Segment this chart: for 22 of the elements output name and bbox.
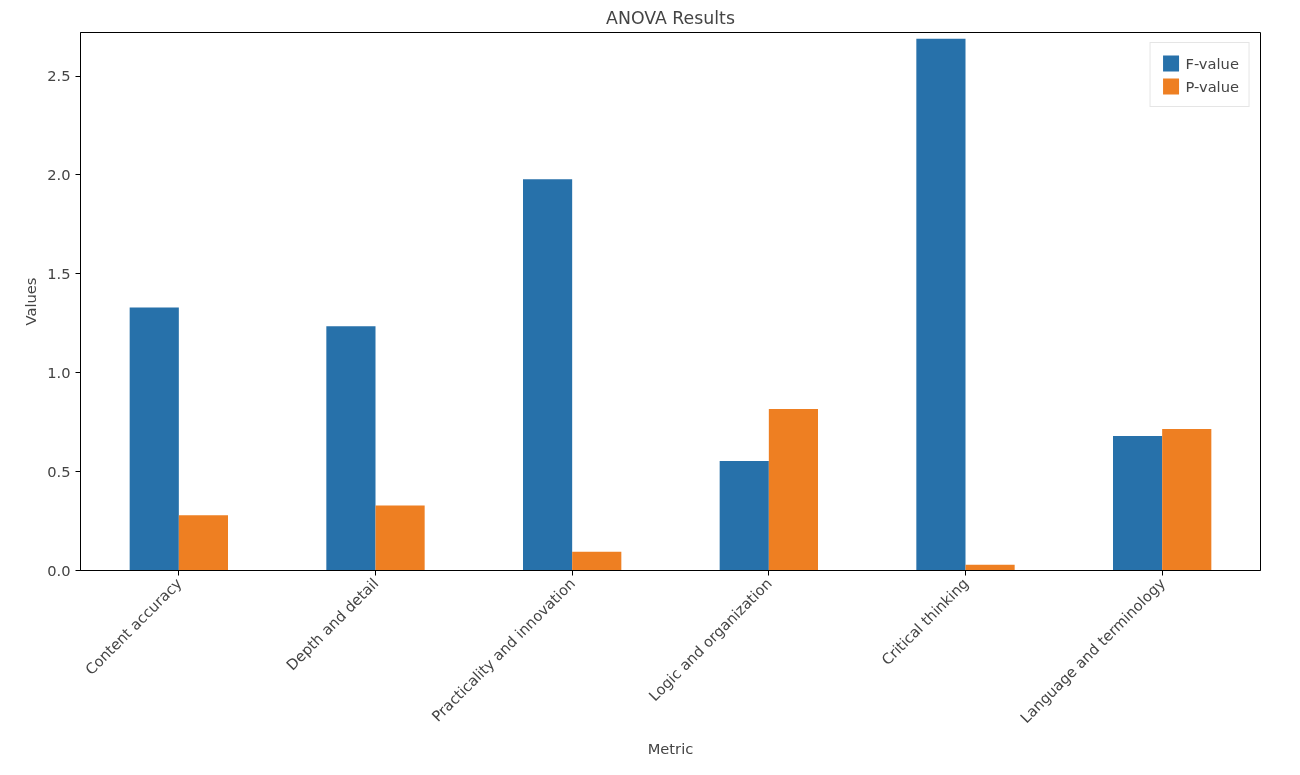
bar xyxy=(129,307,179,571)
y-tick-label: 2.5 xyxy=(47,67,71,85)
bar xyxy=(572,551,622,571)
y-tick-label: 1.0 xyxy=(47,363,71,381)
bar xyxy=(1162,428,1212,571)
bar xyxy=(916,38,966,571)
y-tick-label: 0.0 xyxy=(47,561,71,579)
x-axis-title: Metric xyxy=(647,740,694,758)
y-tick-label: 0.5 xyxy=(47,462,71,480)
y-axis-title: Values xyxy=(22,277,40,326)
bar xyxy=(719,461,769,571)
bar xyxy=(326,326,376,571)
y-tick-label: 2.0 xyxy=(47,165,71,183)
chart-title: ANOVA Results xyxy=(606,7,735,28)
bar xyxy=(375,505,425,571)
bar xyxy=(768,409,818,571)
y-tick-label: 1.5 xyxy=(47,264,71,282)
bar xyxy=(1113,436,1163,571)
legend-label: P-value xyxy=(1185,77,1239,95)
bar xyxy=(178,515,228,571)
legend-label: F-value xyxy=(1185,54,1239,72)
bar xyxy=(523,179,573,571)
